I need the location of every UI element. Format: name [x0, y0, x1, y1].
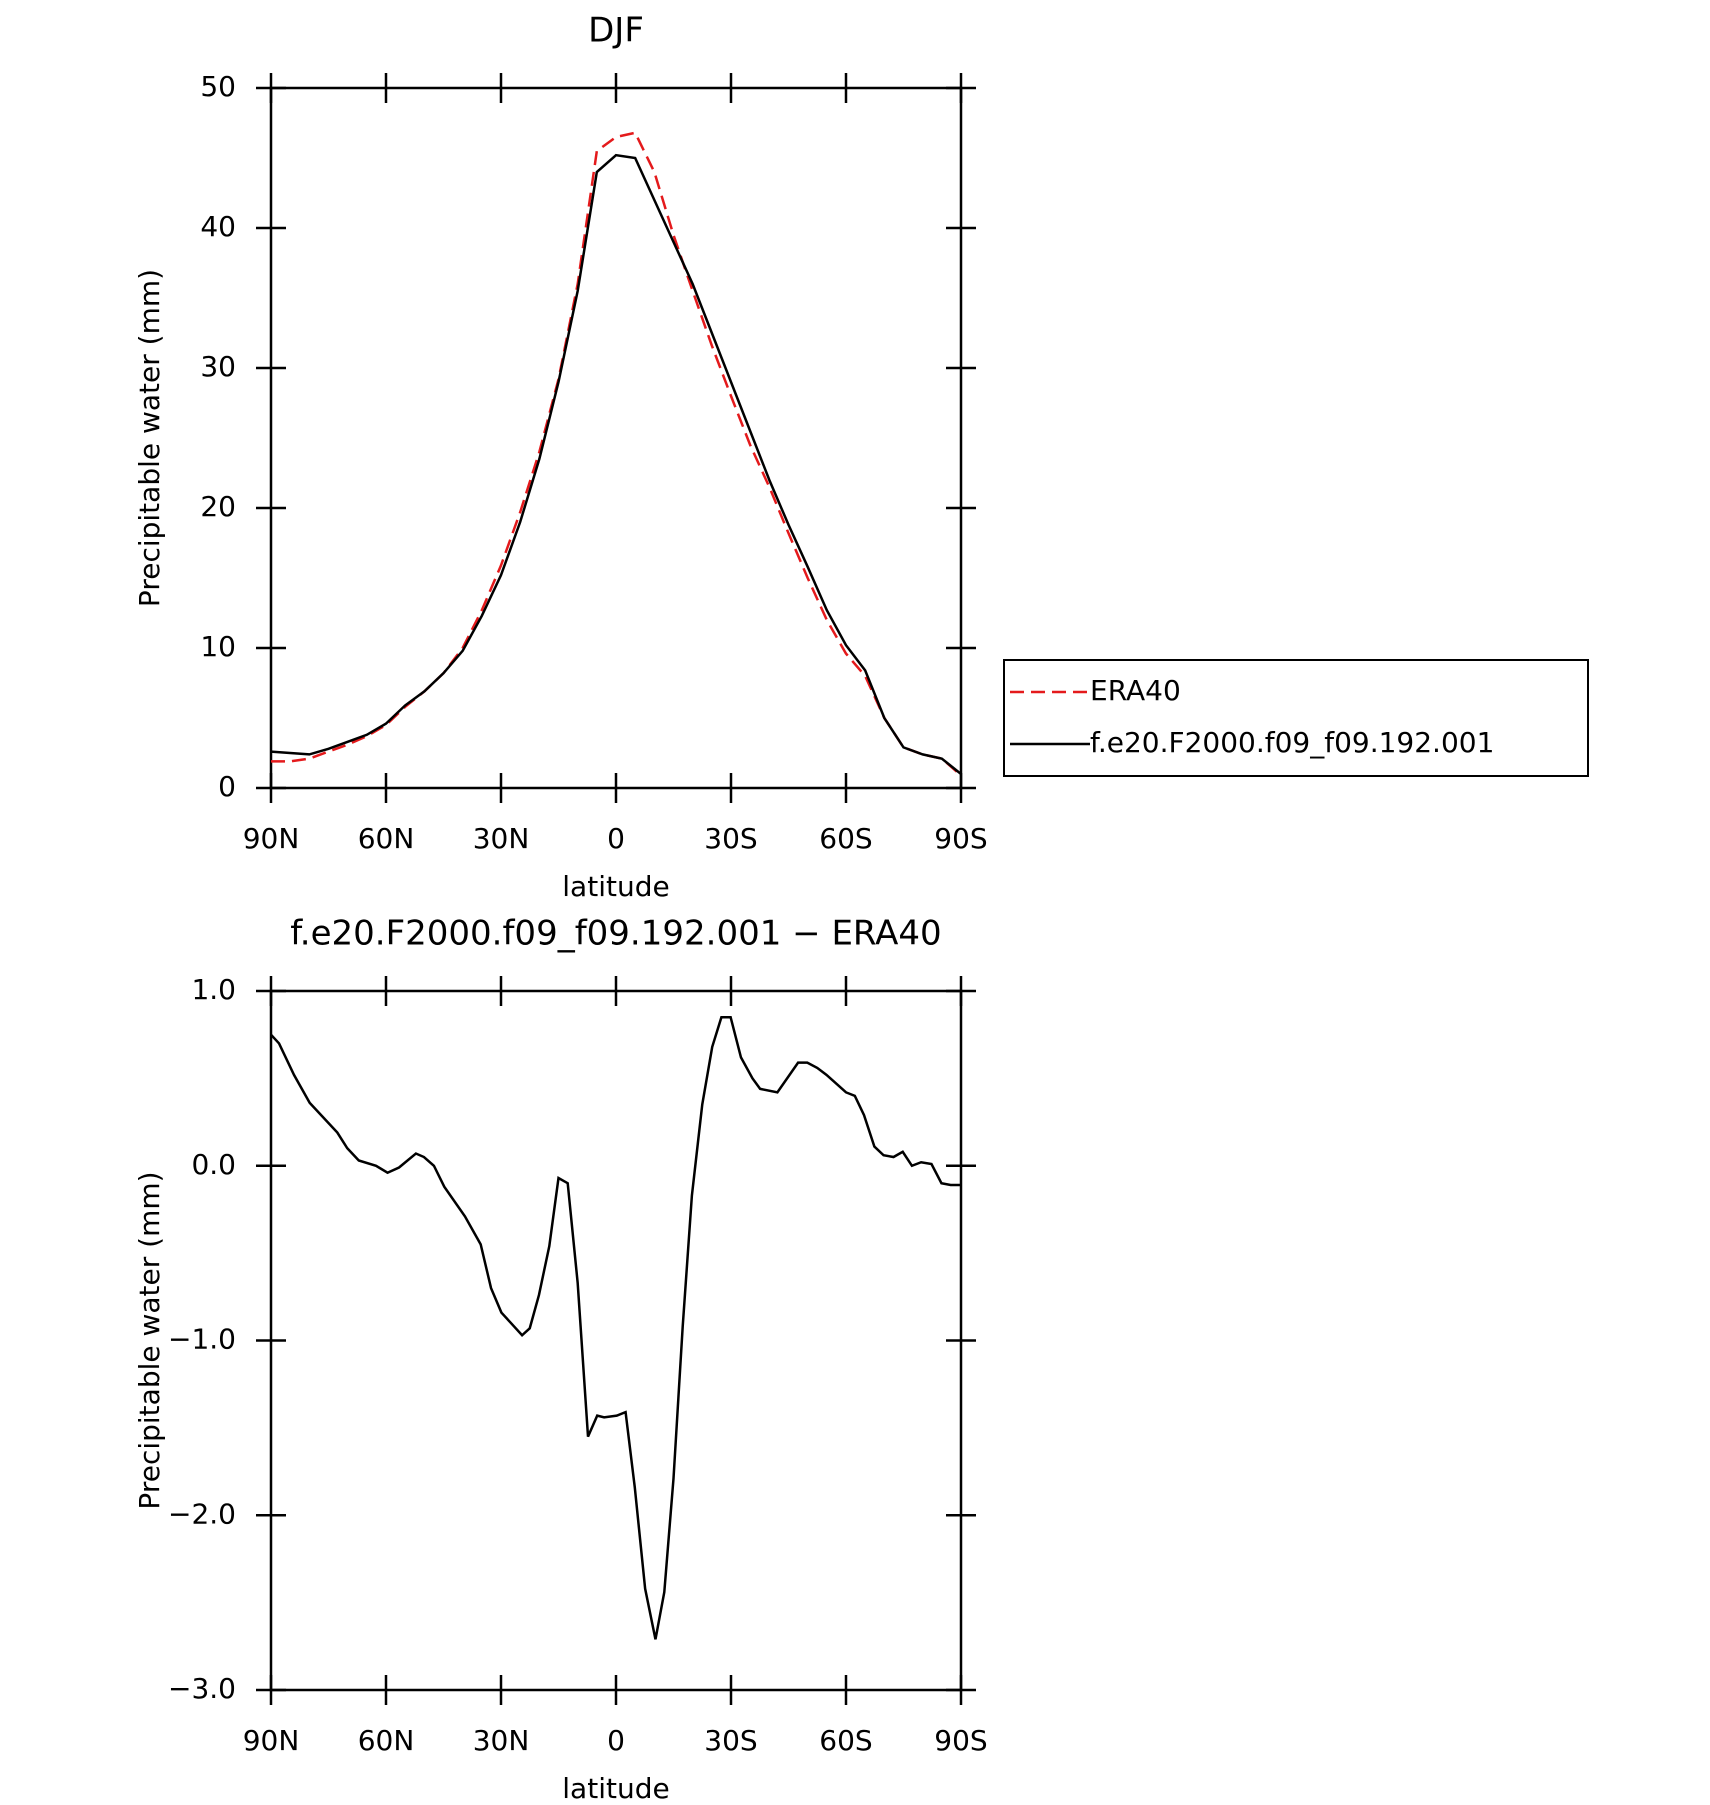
x-tick-label: 30S [704, 822, 757, 855]
x-tick-label: 30N [473, 822, 530, 855]
legend-box [1003, 659, 1589, 777]
x-tick-label: 30N [473, 1724, 530, 1757]
legend-label: f.e20.F2000.f09_f09.192.001 [1090, 726, 1494, 759]
y-tick-label: 10 [200, 630, 236, 663]
plot-frame [269, 86, 963, 790]
x-tick-label: 90S [934, 1724, 987, 1757]
y-axis-label: Precipitable water (mm) [133, 1171, 166, 1509]
x-tick-label: 60N [358, 822, 415, 855]
y-tick-label: 0.0 [191, 1148, 236, 1181]
x-tick-label: 90S [934, 822, 987, 855]
y-tick-label: 1.0 [191, 973, 236, 1006]
data-line [270, 1015, 961, 1640]
y-tick-label: 20 [200, 490, 236, 523]
x-tick-label: 0 [607, 1724, 625, 1757]
chart-title: f.e20.F2000.f09_f09.192.001 − ERA40 [290, 914, 941, 954]
x-tick-label: 60N [358, 1724, 415, 1757]
x-tick-label: 90N [243, 822, 300, 855]
data-line [271, 131, 962, 777]
y-tick-label: 40 [200, 210, 236, 243]
legend-label: ERA40 [1090, 674, 1181, 707]
x-tick-label: 90N [243, 1724, 300, 1757]
plot-frame [269, 989, 963, 1692]
y-tick-label: −3.0 [168, 1672, 236, 1705]
y-tick-label: −1.0 [168, 1323, 236, 1356]
x-tick-label: 30S [704, 1724, 757, 1757]
y-tick-label: 30 [200, 350, 236, 383]
data-line [270, 153, 962, 775]
chart-title: DJF [588, 11, 644, 51]
x-axis-label: latitude [562, 870, 669, 903]
x-tick-label: 60S [819, 1724, 872, 1757]
x-tick-label: 60S [819, 822, 872, 855]
y-tick-label: −2.0 [168, 1497, 236, 1530]
y-axis-label: Precipitable water (mm) [133, 269, 166, 607]
x-axis-label: latitude [562, 1772, 669, 1805]
y-tick-label: 50 [200, 70, 236, 103]
x-tick-label: 0 [607, 822, 625, 855]
y-tick-label: 0 [218, 770, 236, 803]
